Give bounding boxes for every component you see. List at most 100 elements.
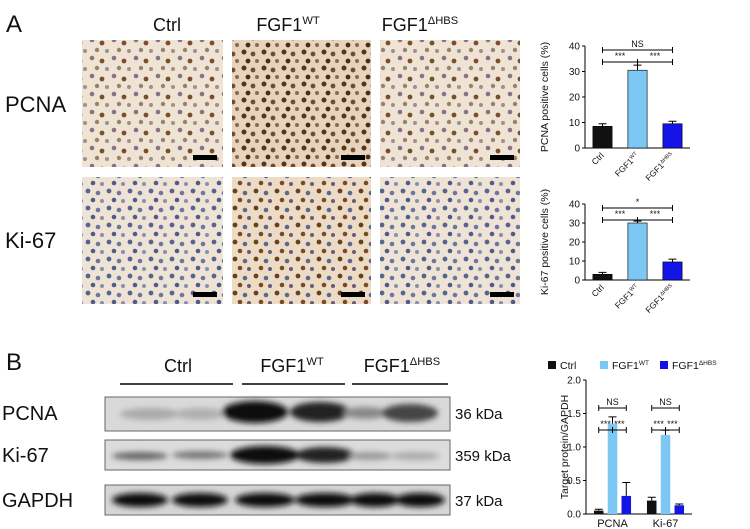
y-axis-label: Target protein/GAPDH — [559, 395, 571, 499]
y-tick-label: 30 — [569, 219, 581, 230]
x-tick-label-sup: ΔHBS — [659, 283, 674, 298]
sig-label: NS — [606, 397, 619, 407]
y-tick-label: 0 — [574, 276, 580, 287]
scale-bar — [490, 155, 514, 160]
bar — [592, 273, 613, 281]
bar — [662, 123, 683, 149]
y-tick-label: 1.5 — [567, 409, 581, 420]
bar — [627, 69, 648, 149]
blot-header: FGF1ΔHBS — [364, 356, 440, 376]
blot-header: Ctrl — [164, 356, 192, 376]
bar — [593, 510, 604, 514]
sig-label: *** — [615, 209, 626, 219]
x-tick-label-sup: WT — [629, 282, 640, 293]
bar — [627, 222, 648, 281]
x-tick-label: PCNA — [597, 518, 628, 529]
bar — [660, 434, 671, 514]
micrograph — [380, 177, 520, 304]
sig-label: *** — [600, 419, 611, 429]
error-bar — [633, 64, 642, 71]
sig-label: *** — [650, 209, 661, 219]
y-tick-label: 0.0 — [567, 510, 581, 521]
x-tick-label: Ki-67 — [653, 518, 679, 529]
blot-header-base: Ctrl — [164, 356, 192, 376]
y-tick-label: 40 — [569, 200, 581, 211]
error-bar — [668, 258, 677, 262]
scale-bar — [193, 292, 217, 297]
legend-label-sup: WT — [639, 360, 649, 367]
legend-label: Ctrl — [560, 360, 576, 372]
x-tick-label-sup: WT — [629, 150, 640, 161]
bar — [607, 423, 618, 514]
x-tick-label: FGF1ΔHBS — [643, 150, 676, 183]
y-axis-label: Ki-67 positive cells (%) — [539, 189, 551, 295]
x-tick-label-base: Ctrl — [589, 282, 605, 298]
legend-label: FGF1ΔHBS — [672, 360, 717, 372]
y-tick-label: 40 — [569, 42, 581, 53]
row-label: PCNA — [5, 92, 66, 117]
y-tick-label: 30 — [569, 67, 581, 78]
column-header-base: FGF1 — [256, 15, 302, 35]
blot-size: 359 kDa — [455, 448, 512, 465]
blot-row-label: PCNA — [2, 403, 58, 425]
row-label: Ki-67 — [5, 228, 56, 253]
x-tick-label: FGF1WT — [613, 150, 642, 179]
column-header-sup: ΔHBS — [428, 15, 458, 27]
blot-header-sup: ΔHBS — [410, 356, 440, 368]
blot-header-base: FGF1 — [260, 356, 306, 376]
x-tick-label-sup: ΔHBS — [659, 151, 674, 166]
micrograph — [82, 177, 223, 304]
scale-bar — [490, 292, 514, 297]
error-bar — [598, 123, 607, 127]
scale-bar — [193, 155, 217, 160]
micrograph — [232, 40, 371, 167]
legend-swatch — [548, 361, 556, 369]
column-header: FGF1WT — [256, 15, 320, 35]
y-tick-label: 0.5 — [567, 476, 581, 487]
sig-label: NS — [631, 39, 644, 49]
y-tick-label: 1.0 — [567, 443, 581, 454]
scale-bar — [341, 155, 365, 160]
legend-swatch — [660, 361, 668, 369]
micrograph — [232, 177, 371, 304]
blot-size: 36 kDa — [455, 406, 503, 423]
blot-row-label: GAPDH — [2, 490, 73, 512]
error-bar — [675, 503, 684, 506]
legend-label: FGF1WT — [612, 360, 649, 372]
bar — [621, 495, 632, 514]
error-bar — [668, 120, 677, 124]
micrograph — [82, 40, 223, 167]
bar — [662, 261, 683, 281]
column-header-base: FGF1 — [382, 15, 428, 35]
column-header: FGF1ΔHBS — [382, 15, 458, 35]
scale-bar — [341, 292, 365, 297]
sig-label: *** — [653, 419, 664, 429]
column-header-sup: WT — [302, 15, 320, 27]
x-tick-label: FGF1WT — [613, 282, 642, 311]
sig-label: *** — [667, 419, 678, 429]
y-axis-label: PCNA positive cells (%) — [539, 42, 551, 152]
y-tick-label: 20 — [569, 238, 581, 249]
x-tick-label: FGF1ΔHBS — [643, 282, 676, 315]
y-tick-label: 20 — [569, 93, 581, 104]
y-tick-label: 10 — [569, 118, 581, 129]
y-tick-label: 0 — [574, 144, 580, 155]
y-tick-label: 2.0 — [567, 376, 581, 387]
legend-label-base: Ctrl — [560, 360, 576, 372]
y-tick-label: 10 — [569, 257, 581, 268]
sig-label: *** — [650, 51, 661, 61]
panel-label: A — [6, 11, 22, 38]
blot-row-label: Ki-67 — [2, 445, 49, 467]
blot-header-base: FGF1 — [364, 356, 410, 376]
legend-label-base: FGF1 — [672, 360, 699, 372]
blots — [104, 383, 451, 516]
x-tick-label: Ctrl — [589, 282, 605, 298]
legend-label-sup: ΔHBS — [699, 360, 717, 367]
blot-header-sup: WT — [306, 356, 324, 368]
x-tick-label-base: Ctrl — [589, 150, 605, 166]
x-tick-label: Ctrl — [589, 150, 605, 166]
blot-header: FGF1WT — [260, 356, 324, 376]
bar — [674, 505, 685, 514]
column-header-base: Ctrl — [153, 15, 181, 35]
